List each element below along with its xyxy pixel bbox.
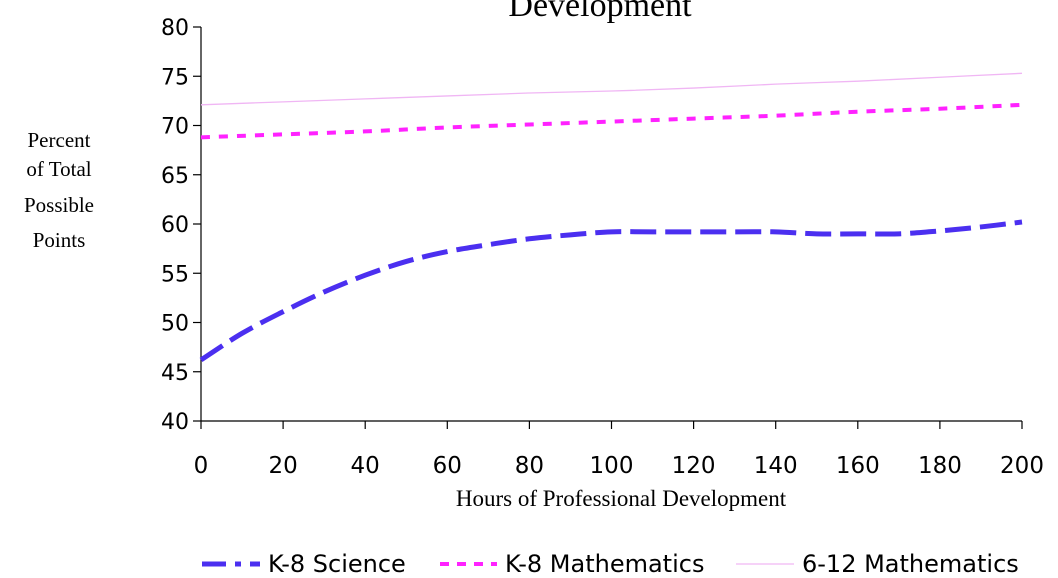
y-tick-label: 40 xyxy=(161,410,189,435)
legend-item: 6-12 Mathematics xyxy=(736,550,1019,578)
y-axis-title-line: Points xyxy=(32,228,86,252)
x-tick-label: 0 xyxy=(194,453,209,479)
y-tick-label: 75 xyxy=(161,65,189,90)
y-tick-label: 65 xyxy=(161,164,189,189)
y-tick-label: 45 xyxy=(161,361,189,386)
x-tick-label: 40 xyxy=(351,453,380,479)
series-line-6-12-mathematics xyxy=(200,72,1023,106)
x-tick-label: 120 xyxy=(672,453,716,479)
series-line-k-8-mathematics xyxy=(200,102,1023,140)
x-tick-label: 200 xyxy=(1000,453,1044,479)
legend-label: 6-12 Mathematics xyxy=(802,550,1019,578)
y-axis-title-line: of Total xyxy=(26,157,92,181)
x-axis: 0 20 40 60 80 100 120 140 160 180 200 xyxy=(194,420,1044,479)
x-tick-label: 160 xyxy=(836,453,880,479)
x-tick-label: 140 xyxy=(754,453,798,479)
y-tick-label: 70 xyxy=(161,115,189,140)
legend: K-8 Science K-8 Mathematics 6-12 Mathemati… xyxy=(202,550,1019,578)
legend-item: K-8 Mathematics xyxy=(440,550,704,578)
series-layer xyxy=(199,72,1023,363)
legend-item: K-8 Science xyxy=(202,550,406,578)
y-tick-label: 80 xyxy=(161,16,189,41)
y-axis: 40 45 50 55 60 65 70 75 80 xyxy=(161,16,202,435)
x-axis-title: Hours of Professional Development xyxy=(456,486,787,511)
y-tick-label: 55 xyxy=(161,262,189,287)
x-tick-label: 180 xyxy=(918,453,962,479)
chart-title: Development xyxy=(508,0,692,24)
y-axis-title-line: Percent xyxy=(27,128,91,152)
legend-label: K-8 Mathematics xyxy=(505,550,704,578)
y-axis-title-line: Possible xyxy=(23,193,94,217)
y-tick-label: 50 xyxy=(161,312,189,337)
x-tick-label: 80 xyxy=(515,453,544,479)
y-tick-label: 60 xyxy=(161,213,189,238)
series-line-k-8-science xyxy=(199,219,1023,363)
x-tick-label: 60 xyxy=(433,453,462,479)
legend-label: K-8 Science xyxy=(268,550,406,578)
x-tick-label: 100 xyxy=(590,453,634,479)
x-tick-label: 20 xyxy=(268,453,297,479)
